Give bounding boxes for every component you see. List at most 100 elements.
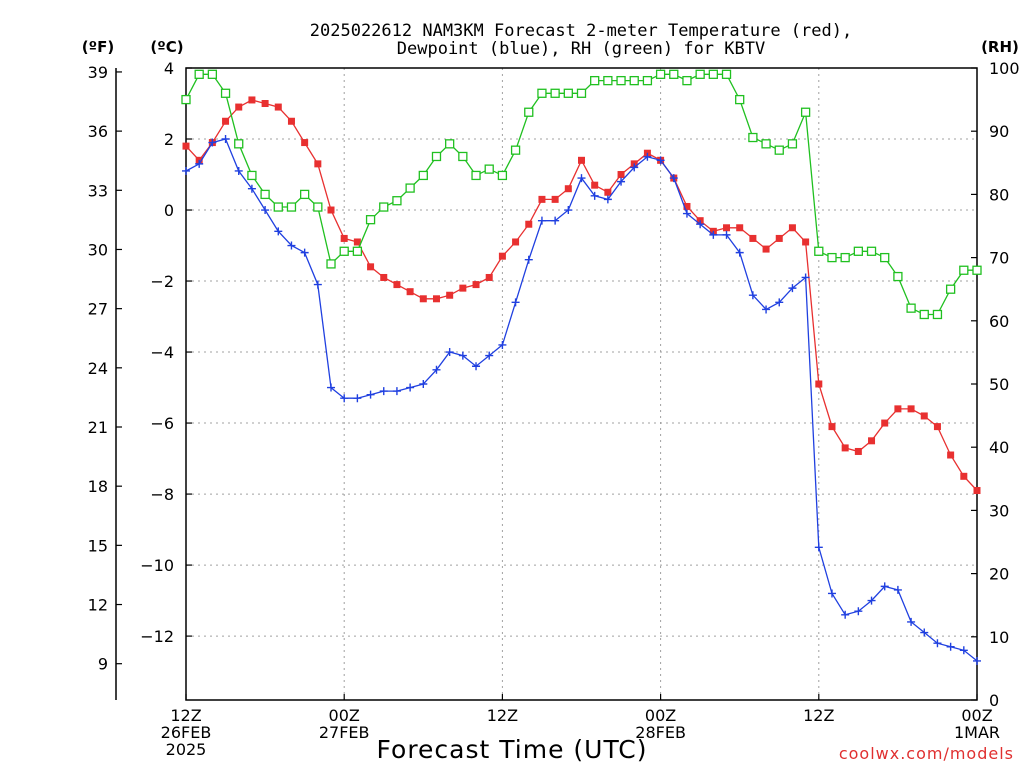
- rh-point: [576, 88, 587, 98]
- temperature-point: [340, 234, 348, 242]
- fahrenheit-tick-label: 30: [88, 240, 108, 259]
- temperature-point: [472, 281, 480, 289]
- dewpoint-point: [867, 596, 876, 605]
- temperature-point: [868, 437, 876, 445]
- celsius-tick-label: −10: [140, 556, 174, 575]
- dewpoint-point: [577, 174, 586, 183]
- dewpoint-point: [841, 610, 850, 619]
- dewpoint-point: [814, 543, 823, 552]
- fahrenheit-tick-label: 39: [88, 63, 108, 82]
- celsius-tick-label: −4: [150, 343, 174, 362]
- dewpoint-point: [788, 284, 797, 293]
- temperature-point: [538, 195, 546, 203]
- celsius-tick-label: 4: [164, 59, 174, 78]
- temperature-point: [551, 195, 559, 203]
- dewpoint-point: [221, 135, 230, 144]
- dewpoint-point: [537, 216, 546, 225]
- rh-point: [484, 164, 494, 174]
- rh-point: [787, 139, 798, 149]
- dewpoint-point: [406, 383, 415, 392]
- rh-point: [866, 246, 877, 256]
- temperature-point: [287, 117, 295, 125]
- rh-point: [510, 145, 521, 155]
- rh-point: [655, 69, 666, 79]
- dewpoint-point: [313, 280, 322, 289]
- rh-point: [972, 265, 982, 275]
- dewpoint-point: [696, 220, 705, 229]
- temperature-point: [564, 185, 572, 193]
- rh-point: [880, 252, 890, 263]
- rh-point: [721, 69, 732, 79]
- rh-point: [590, 75, 600, 86]
- rh-point: [260, 189, 270, 200]
- rh-tick-label: 30: [989, 501, 1009, 520]
- celsius-tick-label: −6: [150, 414, 174, 433]
- temperature-point: [815, 380, 823, 388]
- temperature-point: [591, 181, 599, 189]
- temperature-point: [749, 234, 757, 242]
- x-tick-label: 12Z: [487, 706, 518, 725]
- x-axis-title: Forecast Time (UTC): [377, 735, 648, 764]
- dewpoint-point: [748, 291, 757, 300]
- rh-point: [286, 202, 297, 212]
- rh-point: [471, 170, 481, 181]
- temperature-point: [881, 419, 889, 427]
- temperature-point: [380, 273, 388, 281]
- rh-point: [603, 75, 613, 86]
- celsius-tick-label: 2: [164, 130, 174, 149]
- dewpoint-point: [353, 394, 362, 403]
- fahrenheit-axis-unit: (ºF): [82, 38, 114, 56]
- dewpoint-point: [722, 230, 731, 239]
- temperature-point: [182, 142, 190, 150]
- dewpoint-point: [485, 351, 494, 360]
- dewpoint-point: [472, 362, 481, 371]
- dewpoint-point: [669, 174, 678, 183]
- rh-point: [774, 145, 784, 155]
- temperature-point: [367, 263, 375, 271]
- temperature-point: [578, 156, 585, 164]
- rh-point: [524, 107, 534, 117]
- rh-tick-label: 80: [989, 185, 1009, 204]
- temperature-point: [274, 103, 282, 111]
- temperature-point: [947, 451, 955, 459]
- temperature-point: [498, 252, 506, 260]
- dewpoint-point: [379, 387, 388, 396]
- dewpoint-point: [300, 248, 309, 257]
- rh-point: [207, 69, 218, 79]
- temperature-point: [775, 234, 783, 242]
- temperature-point: [907, 405, 915, 413]
- fahrenheit-tick-label: 36: [88, 122, 108, 141]
- rh-point: [273, 202, 283, 212]
- celsius-tick-label: 0: [164, 201, 174, 220]
- dewpoint-point: [709, 230, 718, 239]
- temperature-point: [419, 295, 427, 303]
- dewpoint-point: [735, 248, 744, 257]
- temperature-point: [604, 188, 612, 196]
- fahrenheit-tick-label: 9: [98, 655, 108, 674]
- temperature-point: [353, 238, 361, 246]
- dewpoint-point: [234, 166, 243, 175]
- rh-tick-label: 70: [989, 249, 1009, 268]
- dewpoint-point: [261, 206, 270, 215]
- fahrenheit-tick-label: 21: [88, 418, 108, 437]
- fahrenheit-tick-label: 33: [88, 181, 108, 200]
- temperature-point: [459, 284, 467, 292]
- dewpoint-point: [551, 216, 560, 225]
- dewpoint-point: [946, 642, 955, 651]
- dewpoint-point: [524, 255, 533, 264]
- temperature-point: [327, 206, 335, 214]
- temperature-point: [432, 295, 440, 303]
- temperature-point: [973, 487, 981, 495]
- rh-point: [761, 139, 771, 149]
- fahrenheit-tick-label: 15: [88, 536, 108, 555]
- rh-point: [497, 170, 508, 181]
- dewpoint-point: [182, 166, 190, 175]
- temperature-point: [525, 220, 533, 228]
- temperature-point: [802, 238, 810, 246]
- temperature-point: [933, 423, 941, 431]
- dewpoint-point: [458, 351, 467, 360]
- dewpoint-point: [511, 298, 520, 307]
- rh-tick-label: 0: [989, 691, 999, 710]
- rh-point: [932, 309, 943, 320]
